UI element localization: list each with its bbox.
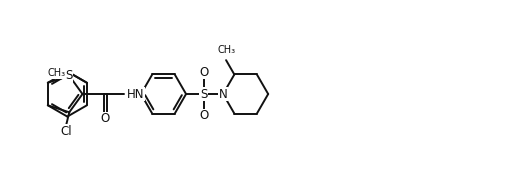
Text: O: O [199,66,208,79]
Text: Cl: Cl [60,125,72,138]
Text: CH₃: CH₃ [47,68,65,78]
Text: S: S [66,69,73,82]
Text: N: N [218,88,227,100]
Text: N: N [218,88,227,100]
Text: HN: HN [127,88,144,100]
Text: S: S [200,88,207,100]
Text: O: O [199,109,208,122]
Text: CH₃: CH₃ [217,45,235,55]
Text: O: O [101,112,110,125]
